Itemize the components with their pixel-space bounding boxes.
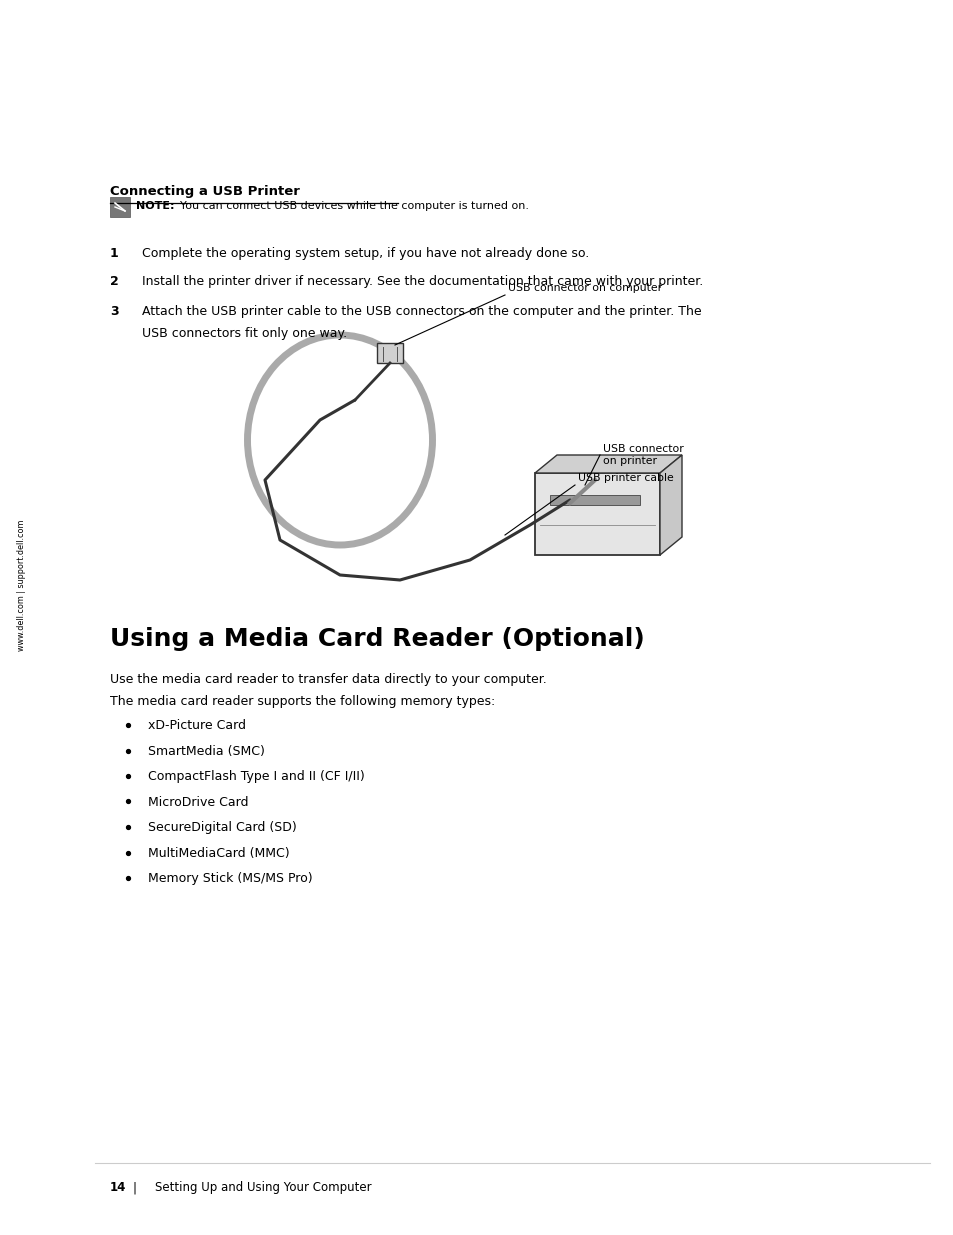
Bar [376, 343, 402, 363]
Text: www.dell.com | support.dell.com: www.dell.com | support.dell.com [17, 519, 27, 651]
Text: |: | [132, 1181, 136, 1194]
Text: 3: 3 [110, 305, 118, 317]
Polygon shape [659, 454, 681, 555]
Text: You can connect USB devices while the computer is turned on.: You can connect USB devices while the co… [180, 201, 529, 211]
Text: 2: 2 [110, 275, 118, 288]
Text: xD-Picture Card: xD-Picture Card [148, 719, 246, 732]
Text: NOTE:: NOTE: [136, 201, 174, 211]
Text: 14: 14 [110, 1181, 126, 1194]
Text: 1: 1 [110, 247, 118, 261]
Text: USB connector
on printer: USB connector on printer [602, 445, 683, 466]
Bar [110, 198, 130, 217]
Text: USB connector on computer: USB connector on computer [507, 283, 661, 293]
Bar [550, 495, 639, 505]
Text: Memory Stick (MS/MS Pro): Memory Stick (MS/MS Pro) [148, 872, 313, 885]
FancyBboxPatch shape [535, 473, 659, 555]
Text: USB connectors fit only one way.: USB connectors fit only one way. [142, 327, 347, 340]
Bar [562, 503, 577, 517]
Polygon shape [535, 454, 681, 473]
Text: Complete the operating system setup, if you have not already done so.: Complete the operating system setup, if … [142, 247, 589, 261]
Text: MultiMediaCard (MMC): MultiMediaCard (MMC) [148, 846, 290, 860]
Text: Use the media card reader to transfer data directly to your computer.: Use the media card reader to transfer da… [110, 673, 546, 685]
Text: Connecting a USB Printer: Connecting a USB Printer [110, 185, 299, 198]
Text: CompactFlash Type I and II (CF I/II): CompactFlash Type I and II (CF I/II) [148, 769, 364, 783]
Text: Setting Up and Using Your Computer: Setting Up and Using Your Computer [154, 1181, 372, 1194]
Text: USB printer cable: USB printer cable [578, 473, 673, 483]
Text: Install the printer driver if necessary. See the documentation that came with yo: Install the printer driver if necessary.… [142, 275, 702, 288]
Text: Attach the USB printer cable to the USB connectors on the computer and the print: Attach the USB printer cable to the USB … [142, 305, 700, 317]
Text: The media card reader supports the following memory types:: The media card reader supports the follo… [110, 695, 495, 708]
Text: SecureDigital Card (SD): SecureDigital Card (SD) [148, 821, 296, 834]
Text: MicroDrive Card: MicroDrive Card [148, 795, 248, 809]
Text: SmartMedia (SMC): SmartMedia (SMC) [148, 745, 265, 757]
Text: Using a Media Card Reader (Optional): Using a Media Card Reader (Optional) [110, 627, 644, 651]
